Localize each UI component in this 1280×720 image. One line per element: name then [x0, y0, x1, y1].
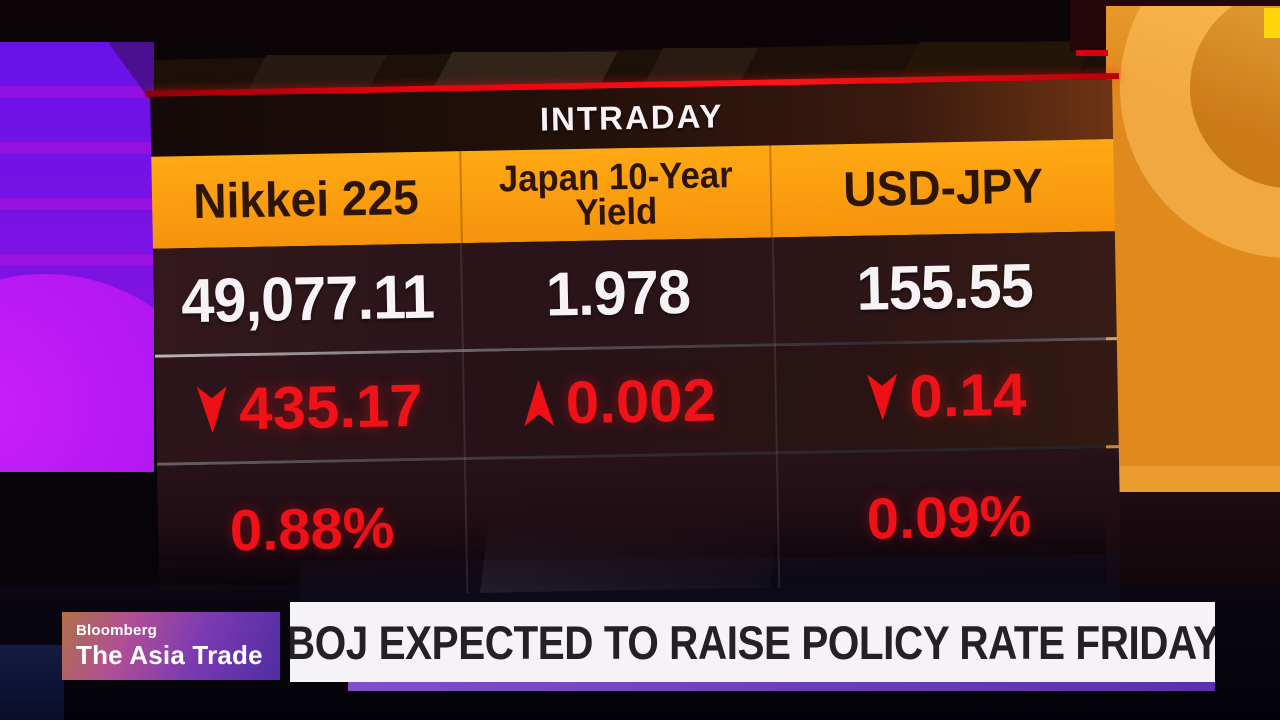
last-price-row: 49,077.11 1.978 155.55 — [152, 231, 1117, 355]
column-header-nikkei: Nikkei 225 — [151, 151, 461, 249]
magenta-circle-graphic — [0, 274, 154, 472]
headline-text: BOJ EXPECTED TO RAISE POLICY RATE FRIDAY — [290, 615, 1215, 669]
column-header-label: Japan 10-Year Yield — [498, 154, 734, 234]
nikkei-percent-value: 0.88% — [229, 495, 395, 564]
jgb-change-value: 0.002 — [565, 366, 717, 437]
net-change-row: 435.17 0.002 0.14 — [154, 340, 1119, 463]
usdjpy-change-value: 0.14 — [908, 360, 1027, 430]
column-header-jgb-yield: Japan 10-Year Yield — [459, 145, 773, 244]
market-data-board: INTRADAY Nikkei 225 Japan 10-Year Yield … — [145, 73, 1122, 599]
nikkei-percent-cell: 0.88% — [157, 460, 467, 599]
jgb-change-cell: 0.002 — [463, 346, 777, 457]
nikkei-last-cell: 49,077.11 — [153, 243, 463, 355]
jgb-change: 0.002 — [523, 366, 717, 439]
nikkei-last-value: 49,077.11 — [180, 262, 435, 336]
down-arrow-icon — [197, 386, 228, 433]
jgb-last-value: 1.978 — [545, 257, 691, 330]
nikkei-change: 435.17 — [197, 371, 424, 444]
down-arrow-icon — [867, 374, 898, 421]
usdjpy-last-value: 155.55 — [856, 251, 1034, 324]
usdjpy-change: 0.14 — [867, 360, 1027, 432]
studio-screen-right — [1106, 6, 1280, 492]
usdjpy-change-cell: 0.14 — [775, 340, 1119, 451]
studio-screen-left — [0, 42, 154, 472]
jgb-last-cell: 1.978 — [461, 237, 775, 349]
red-accent-line-right — [1076, 50, 1108, 56]
headline-banner: BOJ EXPECTED TO RAISE POLICY RATE FRIDAY — [290, 602, 1215, 682]
headline-underline — [348, 682, 1215, 691]
screen-bottom-strip — [1106, 466, 1280, 492]
column-header-label: Nikkei 225 — [192, 170, 420, 229]
board-title: INTRADAY — [539, 97, 724, 138]
screen-highlight — [1106, 6, 1280, 176]
yellow-chip-graphic — [1264, 8, 1280, 38]
column-header-usdjpy: USD-JPY — [771, 139, 1115, 237]
jgb-percent-cell — [465, 454, 779, 593]
board-data-rows: 49,077.11 1.978 155.55 435.17 — [152, 231, 1122, 599]
nikkei-change-value: 435.17 — [238, 371, 424, 443]
show-brand-box: Bloomberg The Asia Trade — [62, 612, 280, 680]
nikkei-change-cell: 435.17 — [155, 352, 465, 463]
usdjpy-percent-value: 0.09% — [866, 483, 1032, 552]
usdjpy-last-cell: 155.55 — [773, 231, 1117, 343]
percent-change-row: 0.88% 0.09% — [156, 448, 1122, 599]
usdjpy-percent-cell: 0.09% — [777, 448, 1121, 587]
bloomberg-logo-text: Bloomberg — [76, 621, 157, 639]
show-title: The Asia Trade — [76, 639, 263, 670]
up-arrow-icon — [523, 380, 554, 427]
board-header-row: Nikkei 225 Japan 10-Year Yield USD-JPY — [151, 139, 1115, 249]
studio-floor-corner-light — [0, 645, 64, 720]
column-header-label: USD-JPY — [842, 159, 1044, 217]
